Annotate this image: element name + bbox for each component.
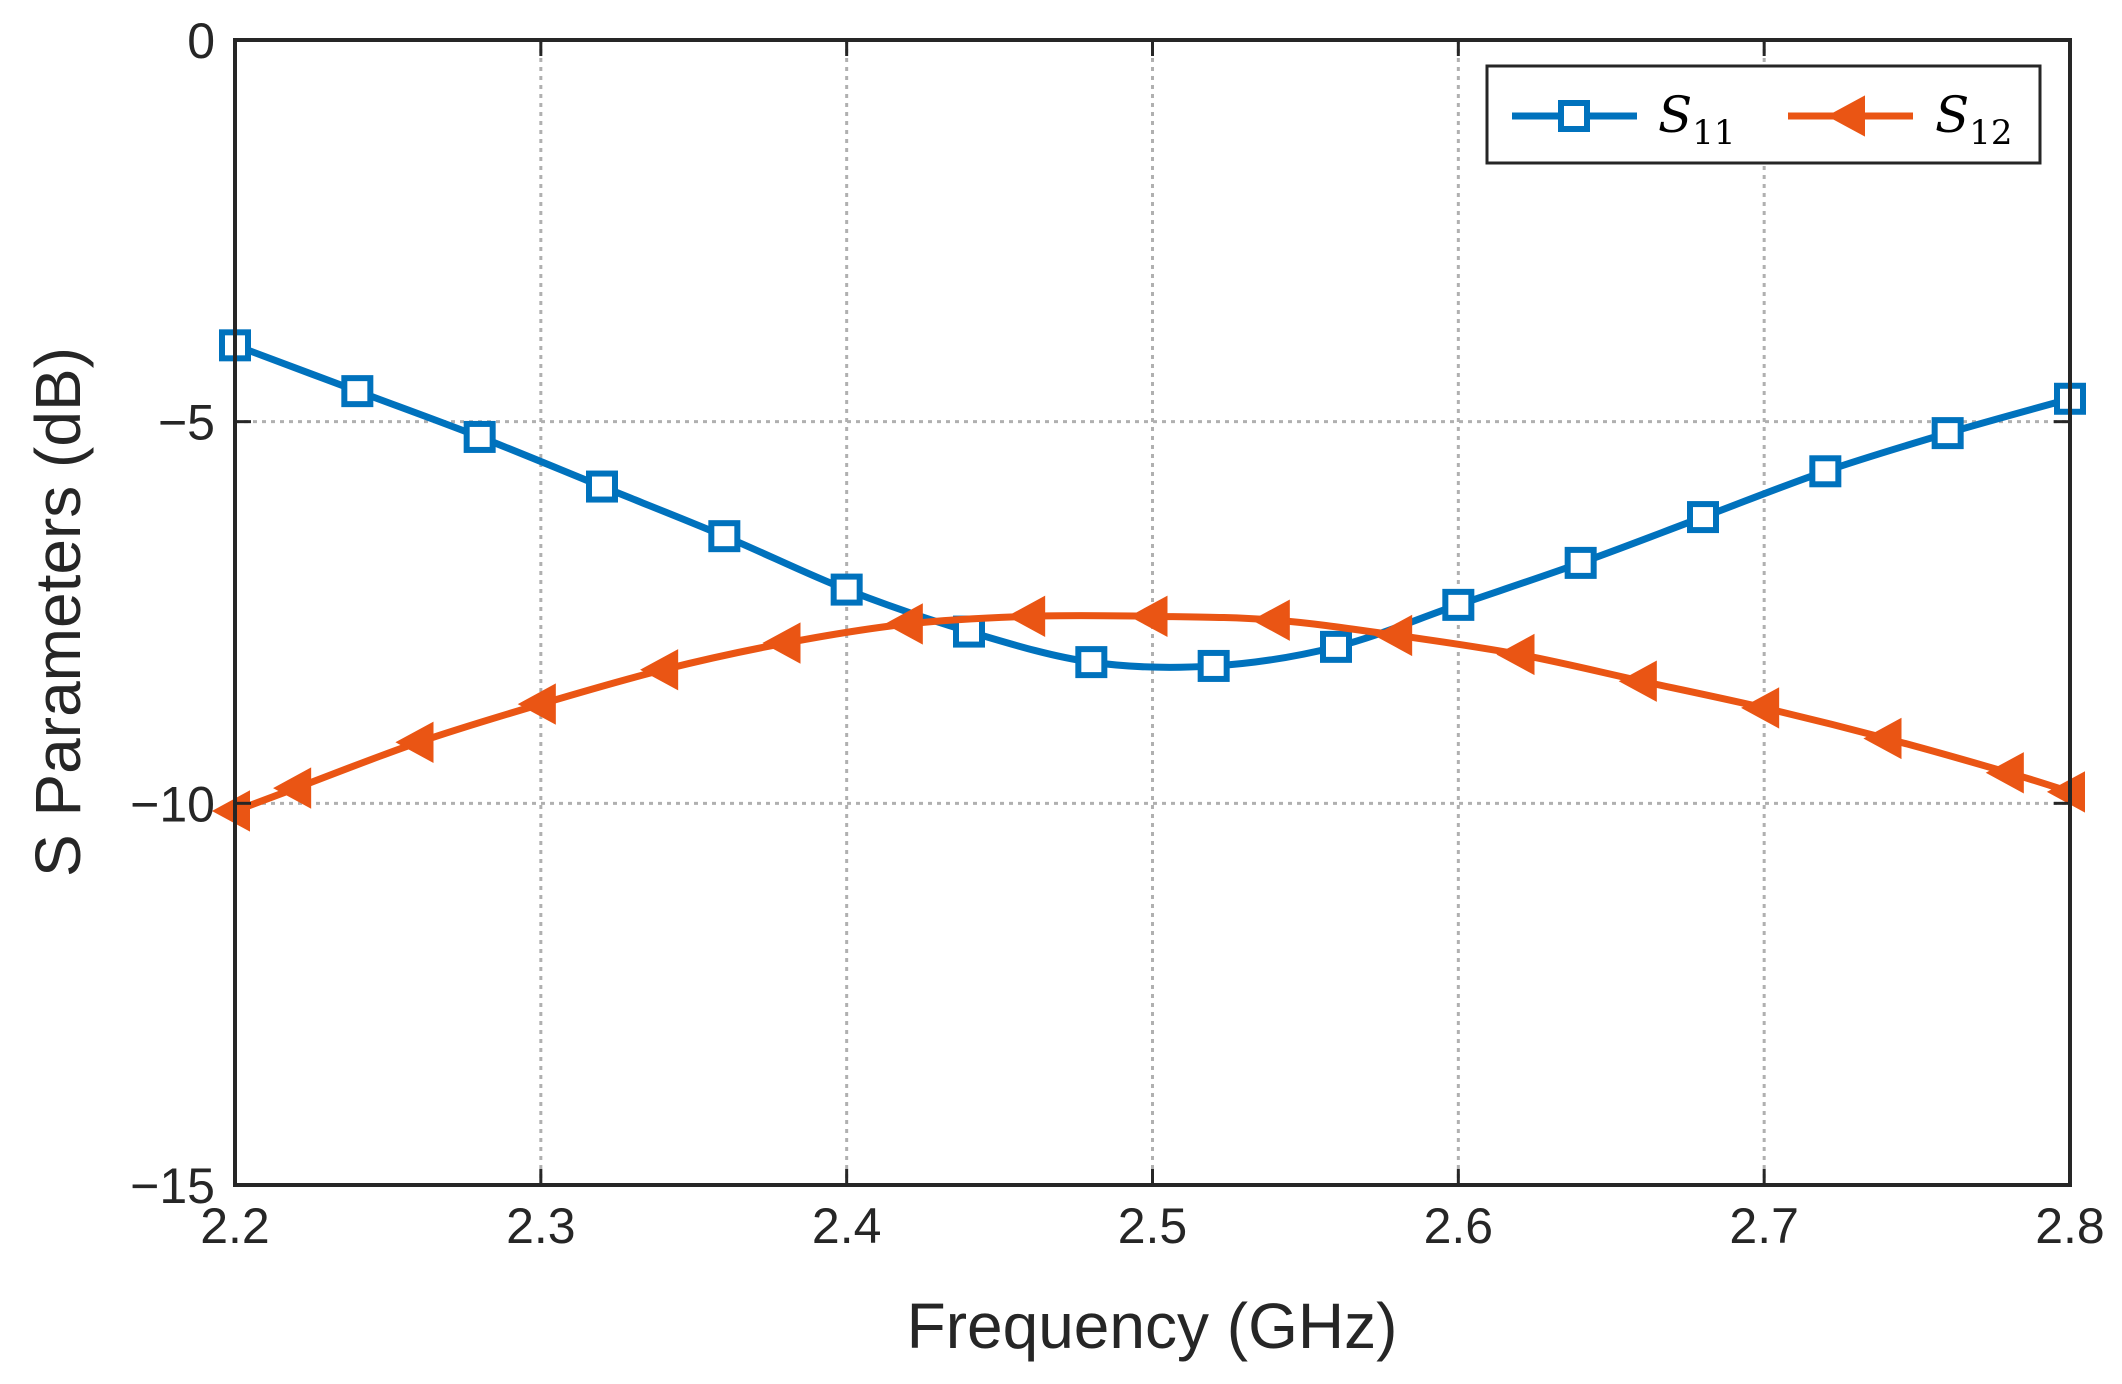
- data-point-s11: [586, 470, 618, 503]
- data-point-s11: [1931, 417, 1964, 450]
- x-tick-label: 2.3: [506, 1198, 576, 1254]
- y-tick-label: −10: [130, 776, 215, 832]
- data-point-s11: [1075, 646, 1108, 679]
- data-point-s11: [1197, 649, 1230, 682]
- legend-marker-s12: [1826, 95, 1865, 137]
- data-point-s11: [1809, 455, 1842, 488]
- data-point-s12: [1251, 599, 1290, 641]
- y-tick-label: 0: [187, 13, 215, 69]
- legend-marker-shape-s12: [1826, 95, 1865, 137]
- legend: S11 S12: [1485, 64, 2042, 165]
- axis-ticks: 2.2 2.3 2.4 2.5 2.6 2.7 2.8 0 −5 −10 −15: [130, 13, 2105, 1254]
- data-point-s12: [517, 683, 556, 725]
- data-point-s12: [640, 649, 679, 691]
- data-point-s11: [1442, 588, 1475, 621]
- x-tick-label: 2.4: [812, 1198, 882, 1254]
- series-s12: [211, 595, 2085, 832]
- data-point-s11: [830, 573, 863, 606]
- y-tick-label: −15: [130, 1158, 215, 1214]
- data-point-s12: [211, 790, 250, 832]
- data-point-s12: [1618, 660, 1657, 702]
- x-tick-label: 2.5: [1118, 1198, 1188, 1254]
- data-point-s11: [1320, 630, 1352, 663]
- data-point-s11: [1687, 501, 1719, 534]
- data-point-s12: [1129, 595, 1168, 637]
- data-point-s12: [1863, 717, 1902, 760]
- data-point-s11: [463, 420, 496, 453]
- data-point-s12: [762, 622, 801, 664]
- x-tick-label: 2.8: [2035, 1198, 2105, 1254]
- data-point-s12: [1741, 687, 1780, 729]
- x-tick-label: 2.6: [1424, 1198, 1494, 1254]
- x-tick-label: 2.7: [1729, 1198, 1799, 1254]
- data-point-s12: [1985, 752, 2024, 794]
- legend-label-s12: S12: [1935, 86, 2013, 153]
- data-point-s11: [341, 375, 374, 408]
- data-point-s12: [2046, 771, 2085, 813]
- series-s11: [219, 329, 2086, 682]
- series-line-s11: [233, 342, 2071, 671]
- legend-marker-shape-s11: [1558, 100, 1590, 132]
- data-point-s12: [273, 767, 312, 809]
- grid: [235, 40, 2070, 1185]
- y-axis-label: S Parameters (dB): [22, 347, 94, 877]
- legend-label-s11: S11: [1658, 86, 1736, 153]
- y-tick-label: −5: [158, 395, 215, 451]
- data-point-s12: [395, 721, 434, 763]
- x-tick-label: 2.2: [200, 1198, 270, 1254]
- data-point-s11: [1564, 546, 1597, 579]
- data-point-s12: [884, 603, 923, 645]
- data-point-s12: [1496, 633, 1535, 676]
- legend-marker-s11: [1558, 100, 1590, 132]
- x-axis-label: Frequency (GHz): [907, 1290, 1398, 1362]
- data-point-s11: [708, 520, 741, 553]
- data-point-s12: [1007, 595, 1046, 637]
- data-point-s12: [1374, 614, 1413, 657]
- plot-data: [211, 329, 2086, 832]
